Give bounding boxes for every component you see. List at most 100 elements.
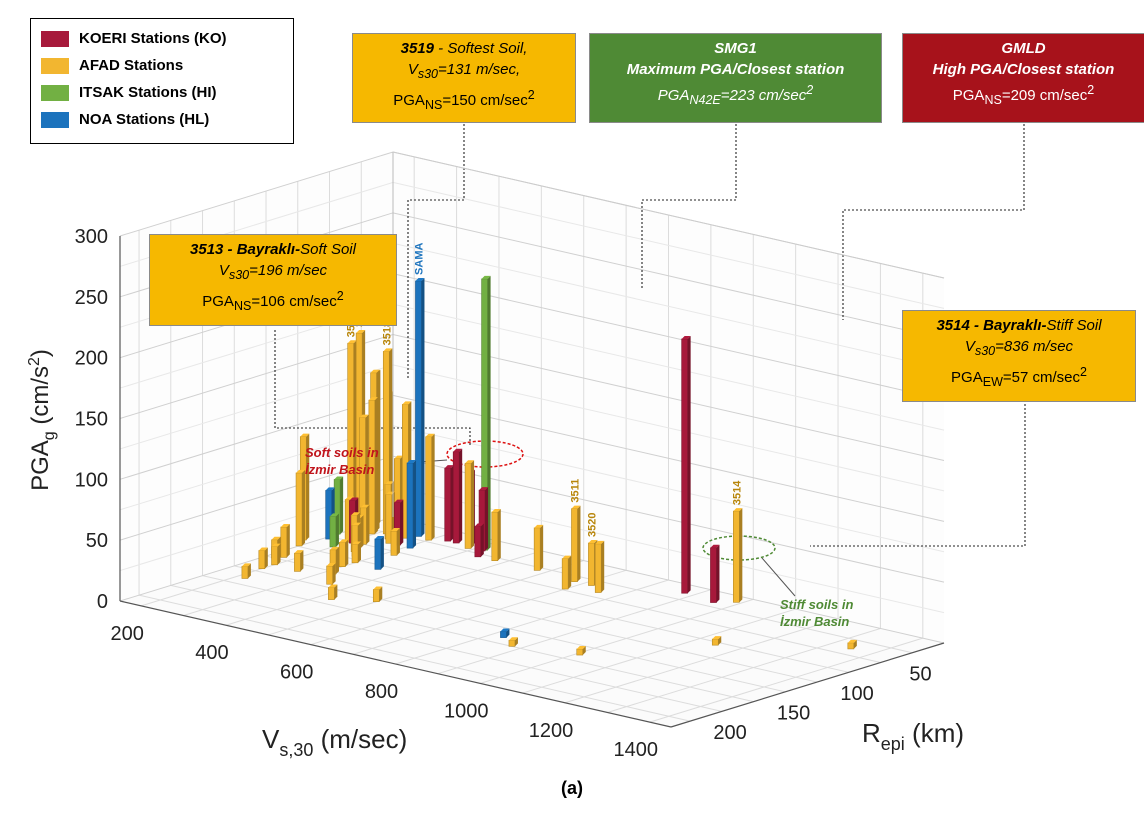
- bar-side: [487, 275, 491, 551]
- bar-side: [497, 509, 501, 561]
- bar-1: [733, 510, 740, 603]
- bar-side: [264, 547, 268, 569]
- callout-3514-pga-value: =57 cm/sec: [1002, 369, 1080, 386]
- bar-side: [396, 528, 400, 556]
- bar-1: [328, 587, 335, 600]
- bar-top: [271, 536, 281, 540]
- callout-smg1-pga-label: PGA: [657, 87, 690, 104]
- floor-grid-vs: [480, 598, 754, 684]
- bar-0: [474, 526, 482, 558]
- callout-3514-pga-sup: 2: [1080, 365, 1087, 379]
- bar-top: [576, 645, 586, 649]
- bar-top: [329, 513, 339, 517]
- callout-3519-pga-sub: NS: [424, 98, 443, 112]
- callout-3519-pga-value: =150 cm/sec: [442, 92, 528, 109]
- floor-grid-repi: [170, 584, 722, 712]
- bar-side: [302, 469, 306, 546]
- bar-top: [351, 522, 361, 526]
- bar-label: 3520: [586, 512, 598, 536]
- stiff-soils-line2: İzmir Basin: [780, 614, 850, 629]
- bar-side: [357, 541, 361, 563]
- bar-top: [258, 547, 268, 551]
- bar-side: [853, 639, 857, 649]
- bar-top: [453, 448, 463, 452]
- bar-1: [561, 558, 569, 590]
- callout-3514-vs-value: =836 m/sec: [995, 338, 1074, 355]
- bar-label: 3518: [381, 321, 393, 345]
- callout-3513-vs-label: V: [218, 262, 229, 279]
- bar-top: [370, 369, 380, 373]
- bar-side: [332, 562, 336, 585]
- callout-gmld-pga-value: =209 cm/sec: [1001, 87, 1088, 104]
- bar-top: [349, 497, 359, 501]
- pga-axis-title: PGAg (cm/s2): [26, 349, 58, 491]
- pga-tick-label: 100: [75, 469, 108, 491]
- bar-1: [326, 565, 333, 585]
- bar-top: [384, 481, 394, 485]
- legend-label-itsak: ITSAK Stations (HI): [79, 84, 217, 101]
- floor-grid-repi: [361, 526, 913, 654]
- bar-1: [351, 544, 359, 564]
- bar-side: [459, 448, 463, 544]
- vs30-tick-label: 800: [365, 681, 398, 703]
- callout-3514-pga-sub: EW: [982, 375, 1003, 389]
- floor-grid-vs: [437, 589, 712, 675]
- bar-1: [425, 436, 432, 541]
- leader-3514: [810, 404, 1026, 547]
- callout-3513: 3513 - Bayraklı-Soft Soil Vs30=196 m/sec…: [149, 234, 397, 326]
- bar-side: [335, 513, 339, 547]
- vs30-axis-title: Vs,30 (m/sec): [262, 724, 407, 760]
- bar-1: [464, 462, 472, 549]
- figure-caption: (a): [561, 778, 583, 798]
- bar-1: [271, 546, 278, 566]
- bar-side: [413, 459, 417, 549]
- bar-top: [562, 555, 572, 559]
- bar-top: [356, 329, 366, 333]
- bar-top: [733, 508, 743, 512]
- bar-side: [540, 524, 544, 571]
- bar-top: [325, 487, 335, 491]
- repi-tick-label: 50: [909, 664, 931, 686]
- soft-soils-line2: İzmir Basin: [305, 462, 375, 477]
- bar-top: [328, 584, 338, 588]
- bar-top: [465, 460, 475, 464]
- bar-side: [577, 505, 581, 582]
- bar-side: [306, 433, 310, 541]
- bar-top: [508, 637, 518, 641]
- floor-grid-vs: [649, 637, 923, 723]
- bar-side: [582, 645, 586, 656]
- callout-3514-vs-label: V: [964, 338, 975, 355]
- bar-top: [339, 539, 349, 543]
- vs30-tick-label: 400: [195, 642, 228, 664]
- floor-grid-vs: [522, 608, 796, 694]
- bar-top: [394, 455, 404, 459]
- bar-top: [394, 499, 404, 503]
- bar-1: [571, 508, 578, 582]
- legend-label-noa: NOA Stations (HL): [79, 111, 210, 128]
- bar-1: [588, 542, 595, 586]
- vs30-axis-line: [119, 600, 672, 728]
- bar-top: [415, 277, 425, 281]
- bar-top: [571, 505, 581, 509]
- callout-3513-desc: Soft Soil: [300, 241, 356, 258]
- bar-side: [365, 414, 369, 534]
- bar-1: [372, 589, 380, 603]
- pga-tick-label: 200: [75, 348, 108, 370]
- pga-tick-label: 250: [75, 287, 108, 309]
- callout-smg1-pga-sub: N42E: [689, 93, 721, 107]
- legend-label-afad: AFAD Stations: [79, 57, 184, 74]
- callout-3513-pga-label: PGA: [202, 293, 234, 310]
- bar-side: [506, 628, 510, 638]
- legend: KOERI Stations (KO) AFAD Stations ITSAK …: [30, 18, 294, 144]
- callout-gmld-desc: High PGA/Closest station: [932, 61, 1115, 78]
- callout-3514-id: 3514 - Bayraklı-: [936, 317, 1047, 334]
- bar-top: [347, 340, 357, 344]
- bar-top: [374, 535, 384, 539]
- callout-smg1-id: SMG1: [714, 40, 757, 57]
- bar-side: [300, 550, 304, 572]
- bar-side: [340, 476, 344, 535]
- bar-side: [366, 504, 370, 545]
- bar-side: [568, 555, 572, 590]
- vs30-tick-label: 200: [111, 623, 144, 645]
- legend-item-noa: NOA Stations (HL): [41, 106, 283, 133]
